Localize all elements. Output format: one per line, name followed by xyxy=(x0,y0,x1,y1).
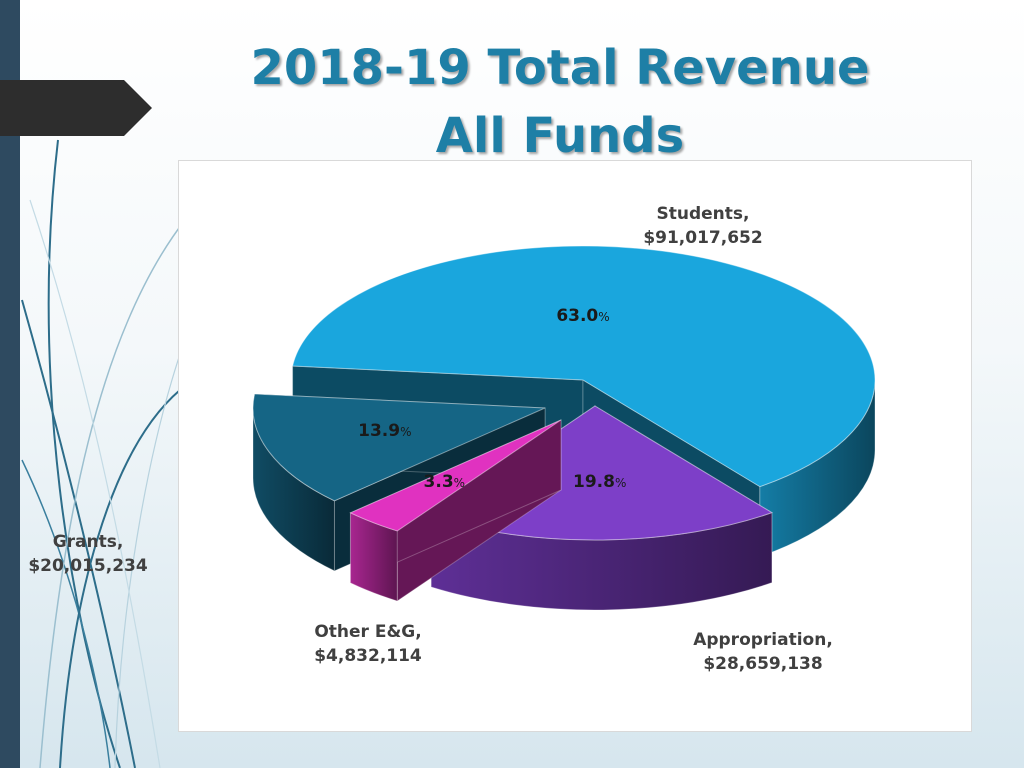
percent-sign: % xyxy=(400,425,412,440)
percent-value: 3.3 xyxy=(423,471,454,492)
percent-value: 63.0 xyxy=(556,306,599,326)
percent-sign: % xyxy=(453,475,466,490)
category-amount: $28,659,138 xyxy=(703,654,823,674)
category-amount: $20,015,234 xyxy=(28,556,148,576)
pie-slice-0-category-label: Students, $91,017,652 xyxy=(573,202,833,250)
slide-title-line-2: All Funds xyxy=(435,108,685,164)
pie-slice-1-percent-label: 19.8% xyxy=(560,472,640,492)
pie-slice-2 xyxy=(349,419,562,602)
pie-slice-0-percent-label: 63.0% xyxy=(543,306,623,326)
pie-slice-0-top xyxy=(291,245,876,488)
decorative-curves xyxy=(21,139,201,768)
percent-value: 19.8 xyxy=(573,471,615,492)
percent-sign: % xyxy=(614,475,627,490)
pie-slice-1-category-label: Appropriation, $28,659,138 xyxy=(633,628,893,676)
category-amount: $4,832,114 xyxy=(314,646,422,666)
category-amount: $91,017,652 xyxy=(643,228,763,248)
category-name: Other E&G, xyxy=(314,622,422,642)
pie-slice-3-top xyxy=(252,393,546,502)
category-name: Grants, xyxy=(52,532,124,552)
pie-slice-3-percent-label: 13.9% xyxy=(345,421,425,441)
percent-value: 13.9 xyxy=(358,421,401,442)
pie-chart xyxy=(252,245,876,611)
pie-slice-2-percent-label: 3.3% xyxy=(404,472,484,492)
slide-left-accent-bar xyxy=(0,0,20,768)
slide-title-line-1: 2018-19 Total Revenue xyxy=(250,40,870,96)
pie-slice-3-category-label: Grants, $20,015,234 xyxy=(0,530,218,578)
category-name: Appropriation, xyxy=(693,630,833,650)
percent-sign: % xyxy=(598,310,610,324)
pie-slice-2-category-label: Other E&G, $4,832,114 xyxy=(238,620,498,668)
pie-slice-2-top xyxy=(349,419,562,532)
title-tab-arrow xyxy=(0,80,152,136)
category-name: Students, xyxy=(656,204,750,224)
